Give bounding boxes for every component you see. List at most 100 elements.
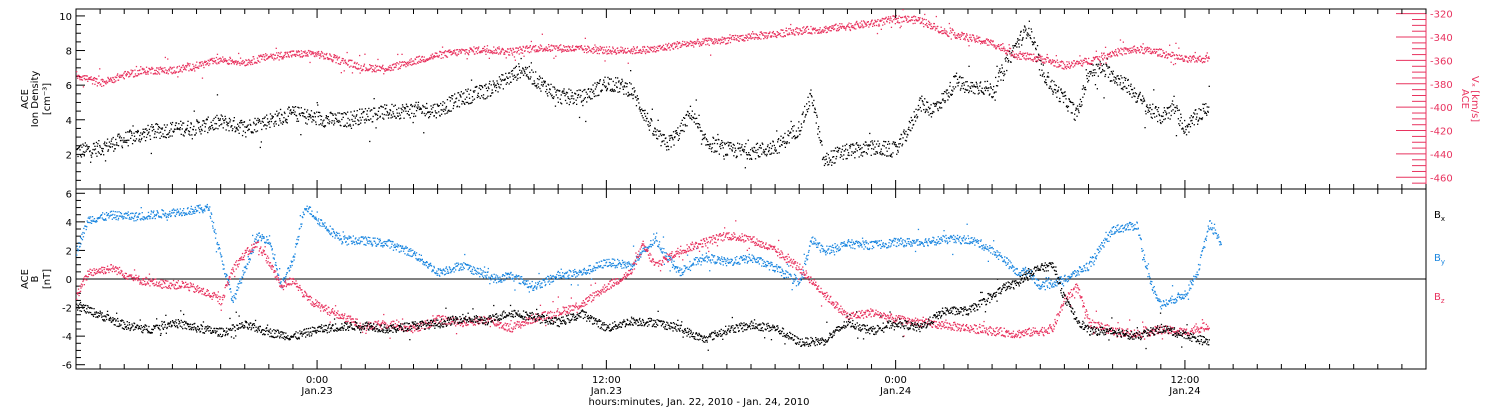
vx-series-point (770, 35, 772, 37)
vx-series-point (142, 69, 144, 71)
ion-density-series-point (1092, 64, 1094, 66)
ion-density-series-point (405, 103, 408, 105)
ion-density-series-point (813, 111, 815, 113)
vx-series-point (688, 43, 690, 45)
ion-density-series-point (817, 133, 819, 135)
vx-series-point (209, 58, 211, 60)
vx-series-point (165, 72, 167, 74)
ion-density-series-point (178, 128, 180, 130)
vx-series-point (1053, 65, 1055, 67)
vx-series-point (726, 42, 728, 45)
ion-density-series-point (632, 97, 634, 100)
ion-density-series-point (606, 87, 609, 90)
vx-series-point (283, 54, 286, 57)
vx-series-point (717, 39, 719, 41)
vx-series-point (504, 53, 506, 55)
ion-density-series-point (357, 119, 359, 121)
vx-series-point (1157, 49, 1160, 51)
ion-density-series-point (991, 96, 993, 98)
vx-series-point (693, 46, 695, 48)
vx-series-point (1191, 57, 1193, 59)
vx-series-point (218, 62, 220, 65)
by-series-point (110, 210, 112, 212)
vx-series-point (192, 67, 194, 70)
ion-density-series-point (896, 153, 898, 155)
vx-series-point (186, 64, 188, 67)
ion-density-series-point (193, 125, 195, 128)
vx-series-point (314, 55, 316, 58)
vx-series-point (763, 32, 765, 34)
vx-series-point (630, 52, 632, 54)
ion-density-series-point (775, 150, 777, 152)
ion-density-series-point (584, 88, 586, 91)
vx-series-point (758, 37, 760, 39)
ion-density-series-point (705, 144, 707, 146)
ion-density-series-point (102, 148, 104, 150)
vx-series-point (1053, 59, 1056, 62)
ion-density-series-point (1131, 88, 1134, 91)
vx-series-point (445, 55, 447, 57)
ion-density-series-point (666, 141, 668, 144)
ion-density-series-point (529, 78, 531, 80)
vx-series-point (408, 62, 410, 64)
vx-series-point (104, 80, 106, 83)
ion-density-series-point (116, 144, 118, 146)
ion-density-series-point (164, 129, 166, 132)
ion-density-series-point (412, 121, 414, 124)
ion-density-series-point (622, 86, 624, 88)
by-series-point (158, 215, 160, 217)
ion-density-series-point (140, 132, 142, 134)
vx-series-point (130, 74, 132, 76)
vx-series-point (257, 59, 259, 62)
vx-series-point (231, 60, 233, 62)
ion-density-series-point (563, 92, 566, 94)
vx-series-point (201, 77, 204, 79)
vx-series-point (481, 51, 483, 53)
vx-series-point (812, 29, 814, 31)
ion-density-series-point (463, 92, 465, 94)
ion-density-series-point (1028, 20, 1030, 22)
ion-density-series-point (1027, 35, 1029, 37)
ion-density-series-point (226, 122, 229, 124)
ion-density-series-point (922, 103, 924, 105)
vx-series-point (1054, 61, 1057, 64)
vx-series-point (166, 70, 168, 72)
ion-density-series-point (84, 151, 86, 153)
ion-density-series-point (409, 108, 411, 110)
vx-series-point (1034, 56, 1036, 58)
ion-density-series-point (450, 97, 452, 99)
by-series-point (135, 220, 137, 222)
ion-density-series-point (856, 150, 858, 152)
vx-series-point (546, 47, 548, 49)
ion-density-series-point (520, 57, 522, 60)
vx-series-point (1080, 64, 1083, 67)
ion-density-series-point (620, 82, 623, 84)
ion-density-series-point (656, 137, 658, 140)
ion-density-series-point (241, 134, 244, 137)
vx-series-point (546, 49, 548, 51)
ion-density-series-point (922, 101, 924, 103)
ion-density-series-point (285, 118, 287, 120)
ion-density-series-point (1034, 41, 1036, 43)
ion-density-series-point (860, 154, 862, 156)
vx-series-point (1020, 53, 1022, 55)
ion-density-series-point (935, 103, 937, 106)
ion-density-series-point (1046, 84, 1048, 86)
vx-series-point (617, 47, 619, 49)
vx-series-point (1034, 58, 1036, 60)
vx-series-point (597, 50, 599, 52)
ion-density-series-point (349, 125, 352, 127)
ion-density-series-point (846, 149, 849, 151)
ion-density-series-point (927, 106, 930, 108)
ion-density-series-point (999, 71, 1002, 74)
ion-density-series-point (561, 103, 563, 105)
vx-series-point (498, 46, 500, 48)
vx-series-point (391, 69, 393, 71)
vx-series-point (281, 56, 284, 59)
ion-density-series-point (728, 144, 730, 146)
vx-series-point (508, 54, 510, 56)
vx-series-point (233, 62, 235, 64)
ion-density-series-point (1097, 75, 1099, 77)
ion-density-series-point (954, 86, 957, 88)
ion-density-series-point (246, 125, 248, 127)
